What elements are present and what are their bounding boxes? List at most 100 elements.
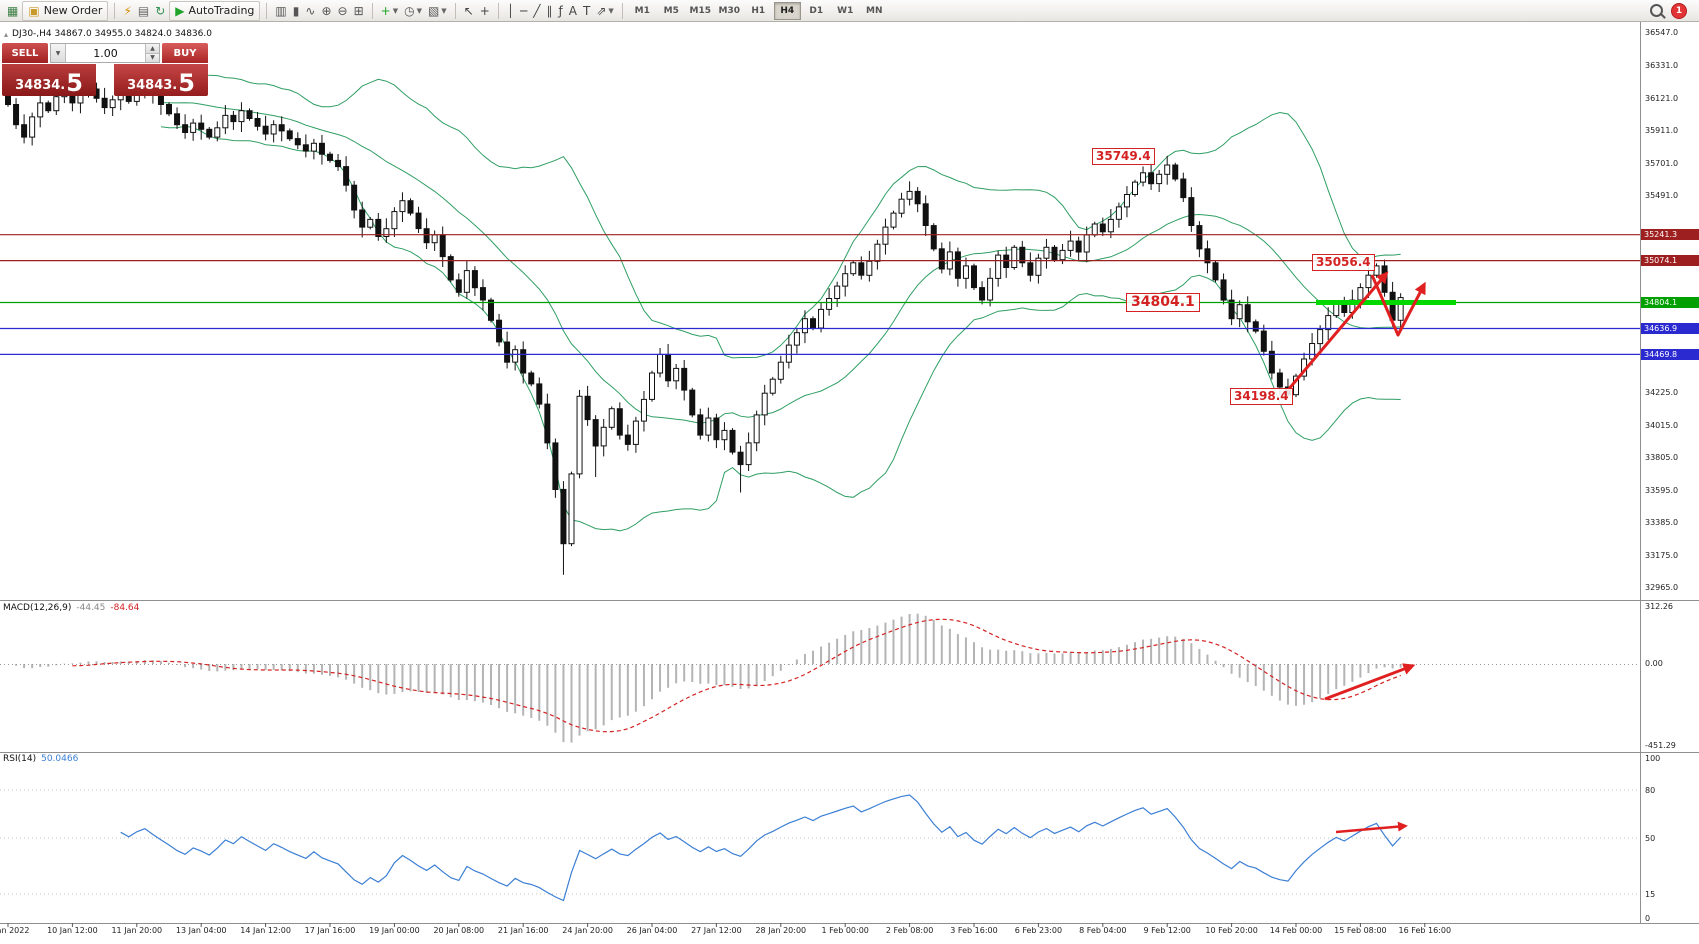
toolbar-separator <box>454 2 456 19</box>
tf-h4[interactable]: H4 <box>773 1 801 20</box>
price-annotation[interactable]: 34804.1 <box>1126 293 1200 312</box>
price-level-tag: 35241.3 <box>1641 229 1699 241</box>
tile-windows-icon[interactable]: ⊞ <box>351 2 367 20</box>
horizontal-line-icon-glyph: ─ <box>520 3 528 18</box>
expert-advisors-icon[interactable]: ⚡ <box>120 2 134 20</box>
time-axis-label: 16 Feb 16:00 <box>1398 926 1452 935</box>
label-icon-glyph: T <box>582 3 591 18</box>
oneclick-collapse-icon[interactable]: ▴ <box>4 29 9 39</box>
periods-dropdown-caret: ▼ <box>416 6 422 15</box>
fibonacci-icon[interactable]: ƒ <box>556 2 566 20</box>
crosshair-icon[interactable]: + <box>477 2 493 20</box>
tf-m15[interactable]: M15 <box>689 5 711 16</box>
macd-scale-zero: 0.00 <box>1645 659 1663 668</box>
volume-up-icon[interactable]: ▲ <box>146 44 159 54</box>
chart-candles-icon[interactable]: ▮ <box>290 2 303 20</box>
chart-bars-icon[interactable]: ▥ <box>272 2 289 20</box>
tf-h1[interactable]: H1 <box>751 5 766 16</box>
highlight-bar[interactable] <box>1316 300 1456 305</box>
templates-dropdown-caret: ▼ <box>441 6 447 15</box>
refresh-icon-glyph: ↻ <box>155 3 166 18</box>
chart-line-icon[interactable]: ∿ <box>302 2 318 20</box>
volume-input[interactable]: ▼ 1.00 ▲ ▼ <box>50 43 160 63</box>
buy-price[interactable]: 34843. 5 <box>114 64 208 96</box>
label-icon[interactable]: T <box>580 2 593 20</box>
volume-dropdown-icon[interactable]: ▼ <box>51 44 66 62</box>
text-icon[interactable]: A <box>566 2 580 20</box>
time-axis-label: 20 Jan 08:00 <box>433 926 485 935</box>
buy-button[interactable]: BUY <box>162 43 208 63</box>
expert-advisors-icon-glyph: ⚡ <box>123 3 132 18</box>
sell-button[interactable]: SELL <box>2 43 48 63</box>
trend-arrows[interactable] <box>1286 271 1426 834</box>
indicators-add-icon-glyph: + <box>380 3 391 18</box>
time-axis-label: 10 Jan 12:00 <box>47 926 98 935</box>
channel-icon[interactable]: ∥ <box>544 2 556 20</box>
time-axis-label: 24 Jan 20:00 <box>562 926 613 935</box>
trendline-icon[interactable]: ╱ <box>530 2 543 20</box>
candles[interactable] <box>5 79 1404 575</box>
tf-mn[interactable]: MN <box>866 5 883 16</box>
rsi-value: 50.0466 <box>41 754 79 764</box>
new-order-button[interactable]: ▣ New Order <box>22 0 109 21</box>
price-level-tag: 34636.9 <box>1641 322 1699 334</box>
time-axis-label: 26 Jan 04:00 <box>626 926 678 935</box>
price-chart-svg[interactable] <box>0 22 1699 944</box>
macd-histogram <box>15 613 1402 743</box>
price-annotation[interactable]: 35749.4 <box>1092 148 1155 165</box>
rsi-scale-tick: 80 <box>1645 785 1656 795</box>
time-axis-label: 10 Feb 20:00 <box>1205 926 1258 935</box>
shapes-dropdown[interactable]: ⇗ ▼ <box>593 2 616 20</box>
pane-separators[interactable] <box>0 22 1699 924</box>
time-axis-label: 15 Feb 08:00 <box>1334 926 1387 935</box>
chart-area[interactable]: ▴ DJ30-,H4 34867.0 34955.0 34824.0 34836… <box>0 22 1699 944</box>
price-annotation[interactable]: 35056.4 <box>1312 254 1375 271</box>
profiles-icon[interactable]: ▤ <box>135 2 152 20</box>
time-axis-label: 2 Feb 08:00 <box>885 926 934 935</box>
tf-d1[interactable]: D1 <box>809 5 824 16</box>
zoom-in-icon-glyph: ⊕ <box>321 3 332 18</box>
time-axis-label: 6 Feb 23:00 <box>1014 926 1063 935</box>
autotrading-button[interactable]: ▶ AutoTrading <box>169 0 261 21</box>
periods-dropdown[interactable]: ◷ ▼ <box>401 2 425 20</box>
indicators-add-icon[interactable]: + ▼ <box>378 2 401 20</box>
tf-m30[interactable]: M30 <box>718 5 740 16</box>
tile-windows-icon-glyph: ⊞ <box>353 3 364 18</box>
fibonacci-icon-glyph: ƒ <box>558 3 563 18</box>
price-level-tag: 34804.1 <box>1641 297 1699 309</box>
volume-value[interactable]: 1.00 <box>93 46 118 60</box>
macd-signal-line <box>72 618 1401 733</box>
price-axis-tick: 36331.0 <box>1645 61 1679 71</box>
price-annotation[interactable]: 34198.4 <box>1230 388 1293 405</box>
search-icon[interactable] <box>1650 4 1663 17</box>
price-axis-tick: 36121.0 <box>1645 93 1679 103</box>
templates-dropdown[interactable]: ▧ ▼ <box>425 2 450 20</box>
toolbar-separator <box>114 2 116 19</box>
autotrading-button-glyph: ▶ <box>175 3 185 18</box>
price-axis-tick: 33595.0 <box>1645 485 1679 495</box>
toolbar-right: 1 <box>1650 2 1695 19</box>
cursor-icon-glyph: ↖ <box>463 3 474 18</box>
tf-w1[interactable]: W1 <box>837 5 854 16</box>
tf-m1[interactable]: M1 <box>634 5 650 16</box>
vertical-line-icon[interactable]: │ <box>504 2 517 20</box>
new-chart-icon[interactable]: ▦ <box>4 2 21 20</box>
horizontal-line-icon[interactable]: ─ <box>517 2 530 20</box>
shapes-dropdown-caret: ▼ <box>608 6 614 15</box>
new-order-button-glyph: ▣ <box>28 3 40 18</box>
zoom-out-icon[interactable]: ⊖ <box>335 2 351 20</box>
rsi-name: RSI(14) <box>3 754 37 764</box>
rsi-indicator-label: RSI(14) 50.0466 <box>3 754 78 764</box>
notification-badge[interactable]: 1 <box>1671 2 1687 19</box>
sell-price[interactable]: 34834. 5 <box>2 64 96 96</box>
crosshair-icon-glyph: + <box>479 3 490 18</box>
time-axis-label: 13 Jan 04:00 <box>175 926 227 935</box>
refresh-icon[interactable]: ↻ <box>152 2 168 20</box>
zoom-out-icon-glyph: ⊖ <box>337 3 348 18</box>
cursor-icon[interactable]: ↖ <box>461 2 477 20</box>
price-axis-tick: 36547.0 <box>1645 27 1679 37</box>
volume-down-icon[interactable]: ▼ <box>146 53 159 62</box>
zoom-in-icon[interactable]: ⊕ <box>318 2 334 20</box>
tf-m5[interactable]: M5 <box>663 5 679 16</box>
periods-dropdown-glyph: ◷ <box>404 3 415 18</box>
